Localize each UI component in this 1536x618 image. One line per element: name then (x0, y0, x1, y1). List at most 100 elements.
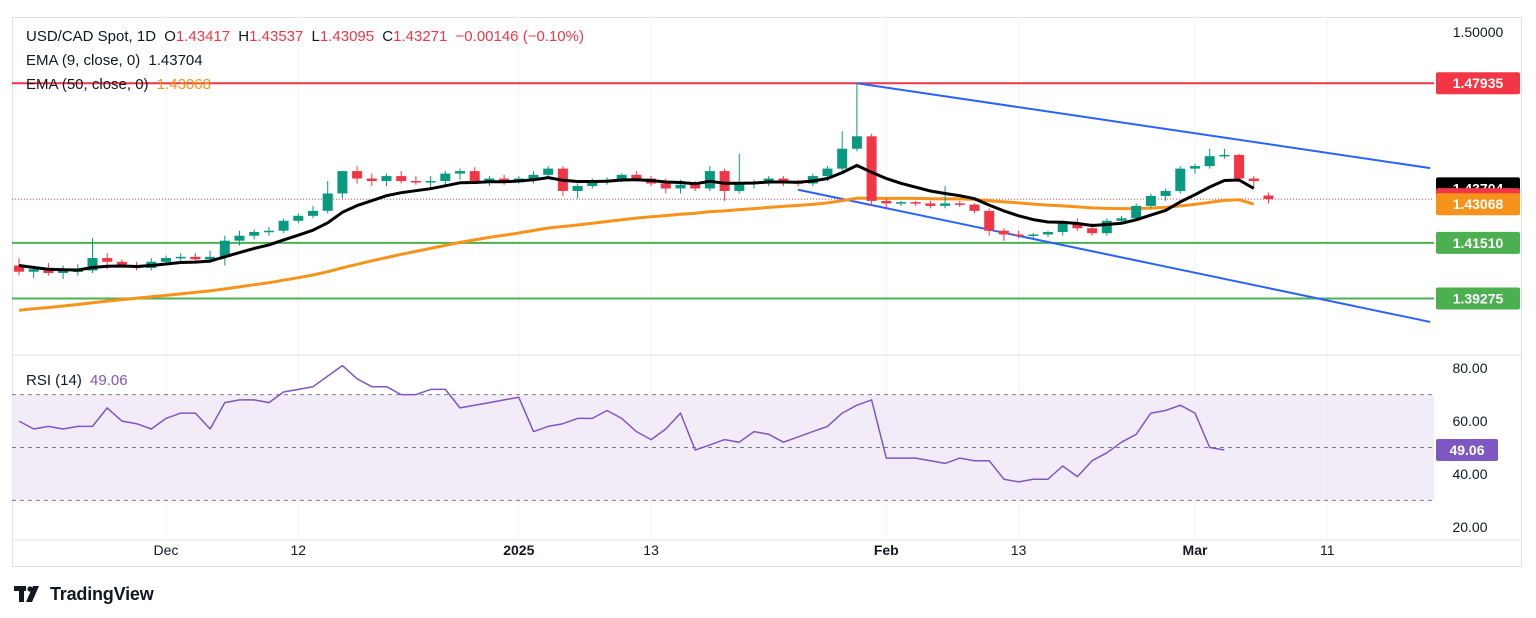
candle-body (1190, 166, 1200, 169)
candle (293, 213, 304, 224)
price-tick-label: 1.50000 (1453, 24, 1504, 40)
candle (381, 173, 392, 186)
ema9-line (18, 163, 1255, 272)
candle-body (704, 171, 715, 189)
footer-brand: TradingView (50, 583, 154, 604)
rsi-label: RSI (14) (26, 372, 82, 389)
time-tick-label: 13 (643, 542, 659, 558)
candle-body (14, 265, 24, 272)
candle-body (58, 270, 69, 273)
candle-body (469, 171, 480, 182)
rsi-line (18, 364, 1225, 483)
candle (940, 186, 951, 209)
candle-body (1087, 228, 1098, 234)
candle-body (396, 176, 407, 182)
rsi-tick-label: 60.00 (1452, 413, 1487, 429)
price-label-bg (1436, 72, 1520, 95)
candle (572, 183, 583, 199)
candle-body (1219, 154, 1230, 157)
candle (998, 228, 1009, 241)
candle-body (425, 181, 436, 183)
candle-body (43, 269, 54, 273)
candle (425, 176, 436, 189)
candle-body (337, 171, 348, 194)
rsi-last-label-bg (1436, 438, 1498, 461)
candle-body (1116, 218, 1127, 221)
candle-body (278, 220, 289, 231)
open-label: O (164, 28, 176, 45)
candle-body (116, 261, 127, 266)
close-value: 1.43271 (393, 28, 448, 45)
candle-body (954, 203, 965, 205)
candle (1263, 192, 1274, 204)
rsi-tick-label: 20.00 (1452, 519, 1487, 535)
time-tick-label: 12 (291, 542, 307, 558)
axis-layer: 1.500001.479351.437041.432711.430681.415… (154, 24, 1520, 558)
candle-body (822, 168, 833, 177)
candle-body (484, 178, 495, 182)
candle (954, 200, 965, 208)
candle-body (1028, 234, 1039, 236)
ema50-line (18, 196, 1255, 312)
candle (249, 229, 260, 240)
candle-body (778, 178, 789, 183)
symbol-label: USD/CAD Spot, 1D (26, 28, 157, 45)
candle (58, 265, 69, 280)
high-label: H (238, 28, 250, 45)
candle-body (28, 269, 39, 272)
candle-body (352, 171, 363, 179)
channel-upper-line (856, 82, 1431, 170)
price-label-text: 1.39275 (1453, 290, 1504, 306)
rsi-pane (12, 364, 1434, 501)
candle-body (851, 136, 862, 149)
candle-body (308, 210, 318, 216)
candle (263, 227, 274, 236)
price-label-bg (1436, 193, 1520, 216)
open-value: 1.43417 (175, 28, 231, 45)
candle-body (455, 171, 465, 174)
time-tick-label: 13 (1011, 542, 1027, 558)
candle (308, 205, 318, 219)
candle (322, 181, 333, 214)
price-label-4: 1.41510 (1436, 231, 1520, 254)
candle-body (1101, 220, 1112, 234)
candle-body (690, 184, 701, 189)
candle (881, 198, 892, 209)
candle-body (984, 210, 995, 231)
candle-body (969, 204, 980, 211)
rsi-last-label: 49.06 (1436, 438, 1498, 461)
candle-body (102, 258, 113, 262)
rsi-value: 49.06 (90, 372, 128, 389)
rsi-legend: RSI (14) 49.06 (26, 372, 132, 390)
rsi-last-label-text: 49.06 (1449, 442, 1484, 458)
rsi-tick-label: 40.00 (1452, 466, 1487, 482)
candle (455, 168, 465, 180)
candle-body (1013, 234, 1024, 236)
candle-body (660, 183, 671, 189)
candle-body (205, 256, 216, 260)
candle-body (440, 173, 451, 182)
change-value: −0.00146 (−0.10%) (455, 28, 584, 45)
candle-body (616, 174, 627, 180)
candle-body (263, 230, 274, 233)
candle-body (998, 230, 1009, 235)
ema9-value: 1.43704 (148, 52, 203, 69)
candle-body (1131, 205, 1142, 219)
ema9-legend: EMA (9, close, 0) 1.43704 (26, 52, 207, 70)
ema9-label: EMA (9, close, 0) (26, 52, 141, 69)
candle (1204, 148, 1215, 169)
candle (1028, 233, 1039, 239)
candle-body (234, 235, 245, 241)
time-tick-label: Feb (874, 542, 899, 558)
time-tick-label: 2025 (503, 542, 534, 558)
candle (366, 173, 377, 186)
candle-body (631, 174, 642, 179)
candle (396, 171, 407, 184)
close-label: C (382, 28, 394, 45)
tradingview-logo-icon (14, 586, 39, 602)
candle-body (1204, 156, 1215, 167)
candle (837, 131, 848, 174)
candle-body (1263, 195, 1274, 200)
candle-body (249, 231, 260, 236)
